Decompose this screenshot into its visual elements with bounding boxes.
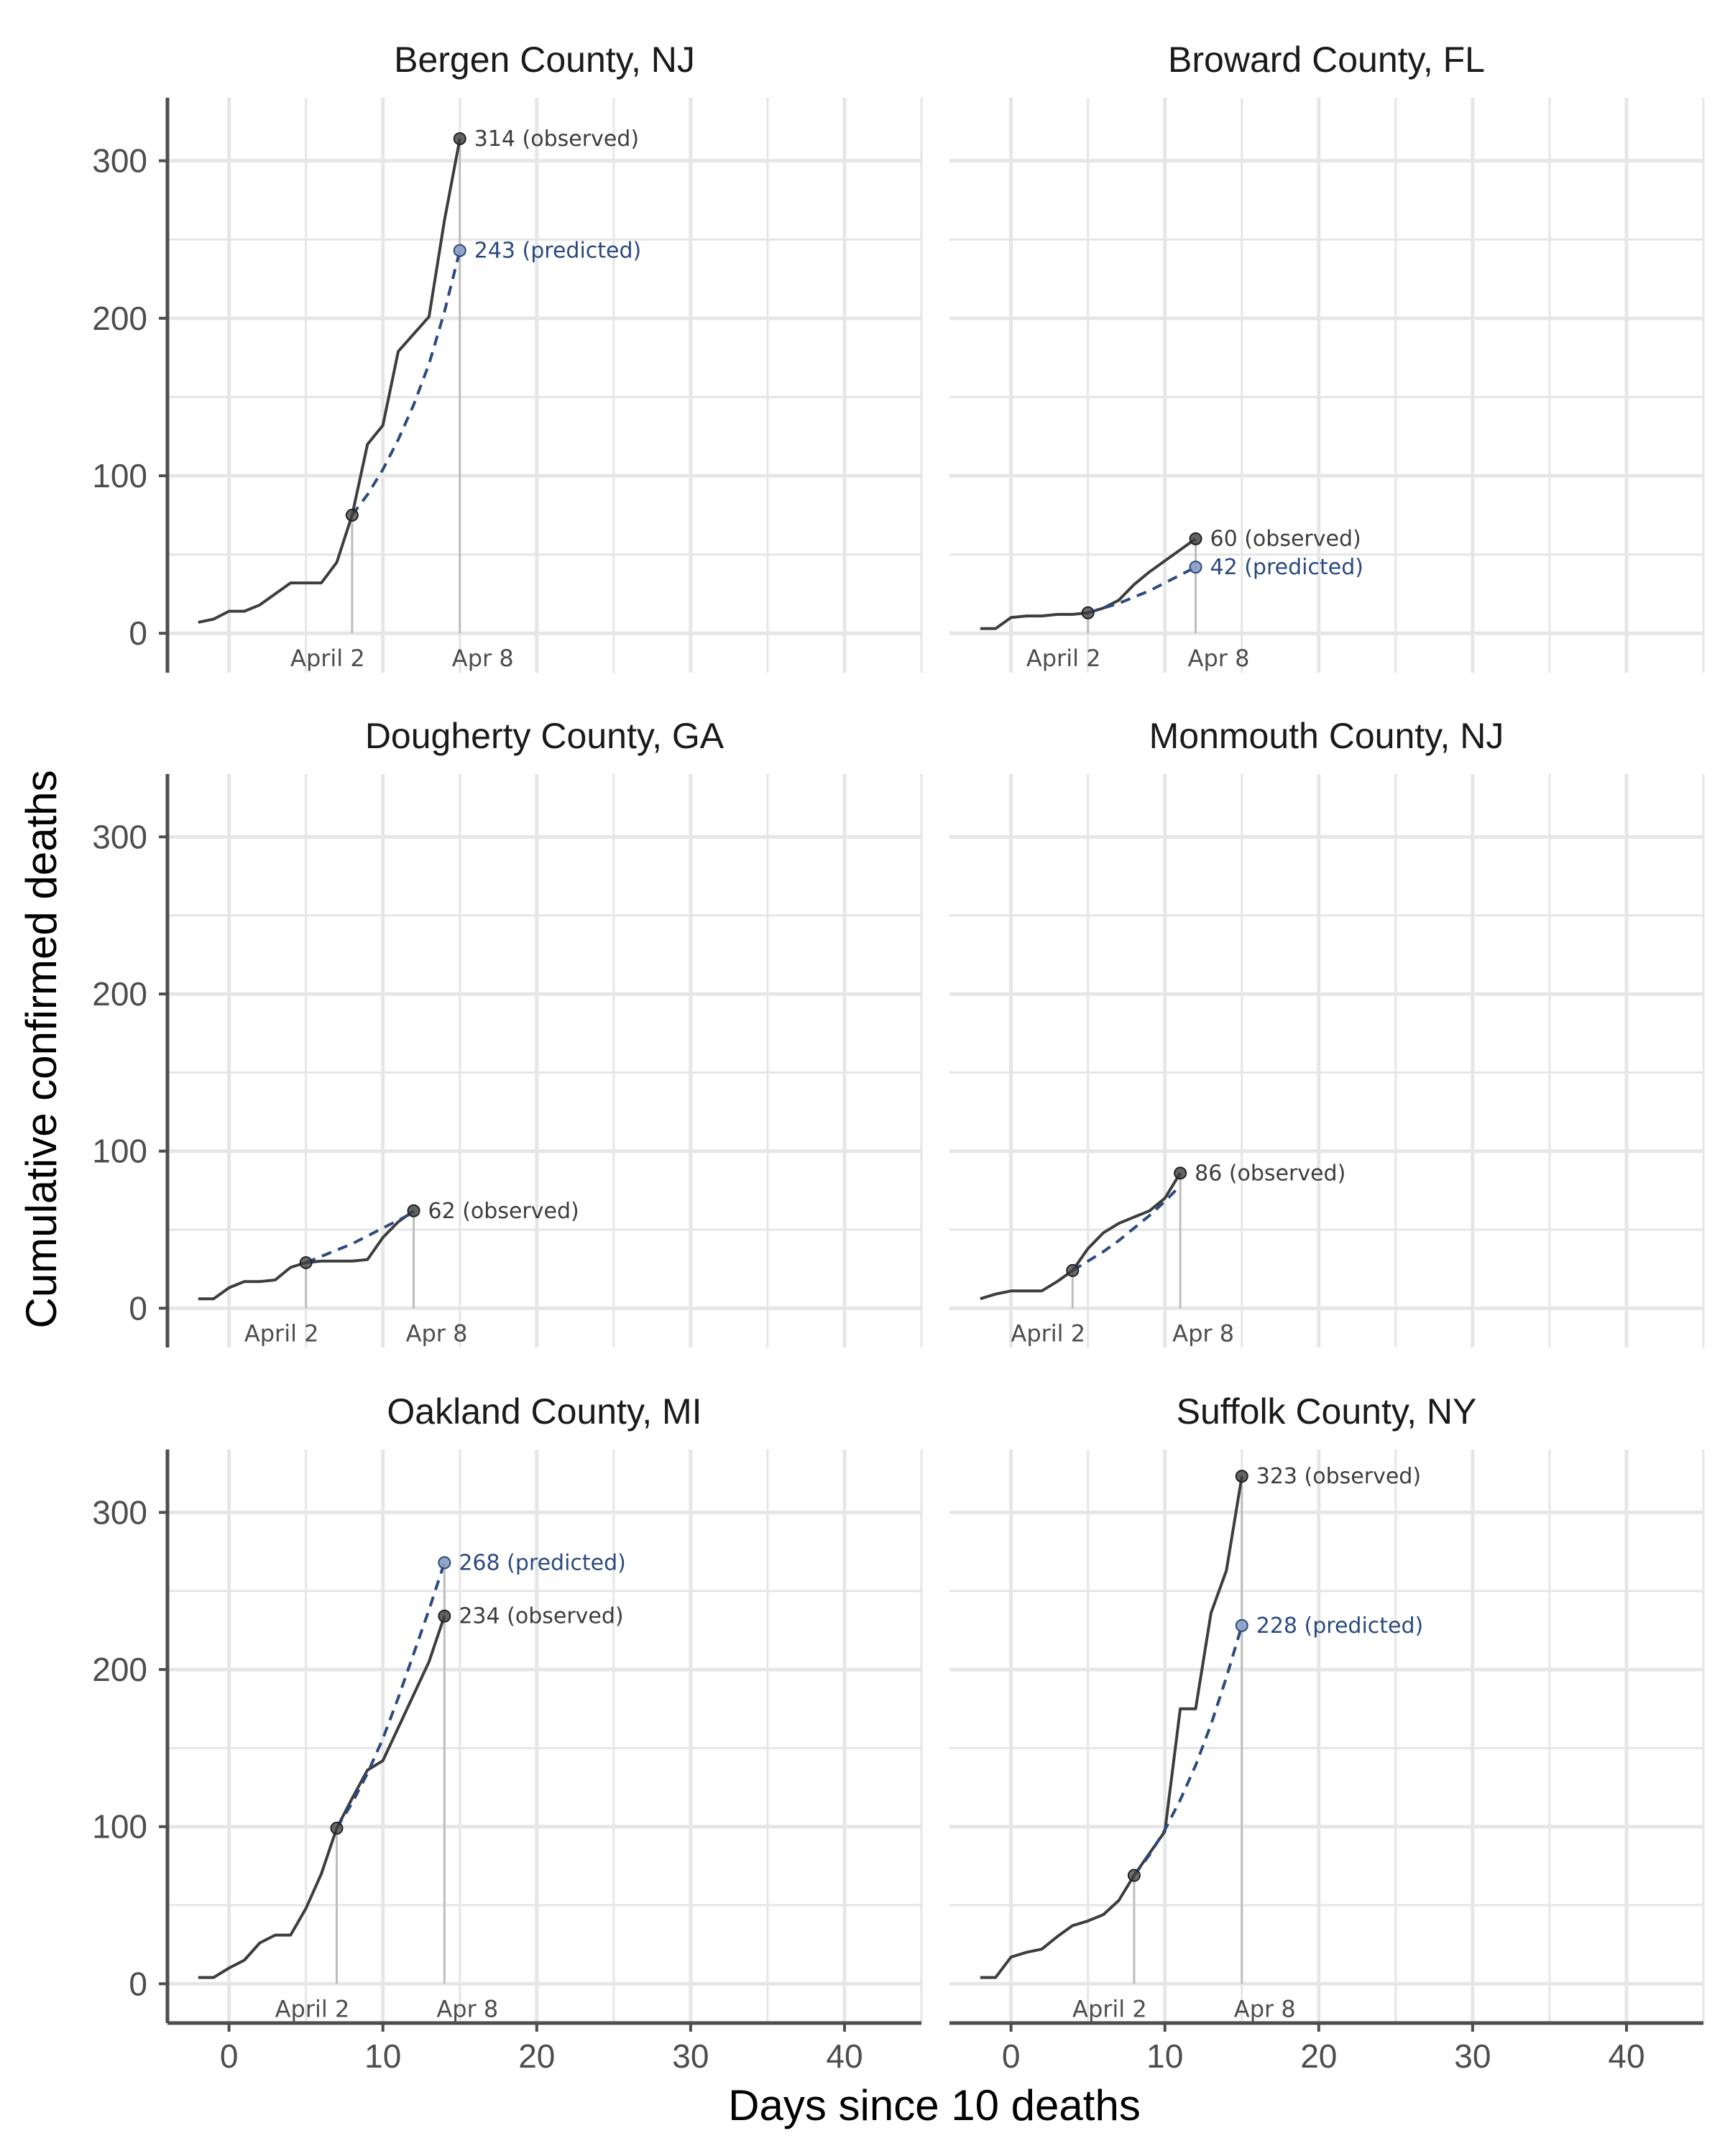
x-tick-label: 20 — [1300, 2037, 1337, 2075]
gridlines — [167, 774, 923, 1348]
x-tick-label: 0 — [1002, 2037, 1021, 2075]
april2-point — [1127, 1869, 1141, 1882]
apr8-label: Apr 8 — [452, 645, 514, 672]
april2-label: April 2 — [290, 645, 365, 672]
apr8-label: Apr 8 — [406, 1319, 468, 1347]
facet-panel-1: Bergen County, NJ 0 100 200 300 April 2 Apr 8 3… — [92, 40, 923, 673]
april2-point — [299, 1256, 313, 1269]
observed-value-label: 86 (observed) — [1195, 1161, 1346, 1186]
predicted-value-label: 243 (predicted) — [474, 239, 642, 264]
april2-label: April 2 — [1011, 1319, 1085, 1347]
y-tick-label: 300 — [92, 142, 147, 180]
y-tick-label: 100 — [92, 1133, 147, 1170]
y-tick-label: 200 — [92, 975, 147, 1013]
gridlines — [167, 98, 923, 673]
observed-series-line — [198, 138, 461, 624]
facet-title: Broward County, FL — [1168, 40, 1485, 80]
facet-title: Suffolk County, NY — [1177, 1391, 1477, 1432]
facet-panel-3: Dougherty County, GA 0 100 200 300 April 2 Apr… — [92, 716, 923, 1348]
predicted-series-line — [1133, 1625, 1243, 1876]
facet-panel-6: Suffolk County, NY 0 10 20 30 40 April 2 Apr 8 3… — [949, 1391, 1705, 2075]
predicted-series-line — [335, 1562, 446, 1829]
april2-point — [1081, 606, 1095, 619]
april2-point — [1066, 1263, 1080, 1277]
facet-title: Bergen County, NJ — [394, 40, 695, 80]
observed-end-point — [1189, 532, 1202, 545]
april2-point — [330, 1821, 344, 1835]
gridlines — [949, 1450, 1705, 2023]
facet-title: Oakland County, MI — [387, 1391, 702, 1432]
x-tick-label: 10 — [1146, 2037, 1183, 2075]
observed-value-label: 314 (observed) — [474, 126, 639, 152]
observed-end-point — [453, 132, 466, 145]
observed-value-label: 60 (observed) — [1210, 527, 1361, 552]
gridlines — [949, 774, 1705, 1348]
predicted-end-point — [453, 244, 466, 257]
predicted-value-label: 268 (predicted) — [459, 1550, 626, 1575]
x-tick-label: 40 — [1608, 2037, 1644, 2075]
facet-title: Dougherty County, GA — [365, 716, 724, 756]
april2-point — [345, 508, 359, 522]
facet-panel-2: Broward County, FL April 2 Apr 8 60 (observ… — [949, 40, 1705, 673]
observed-end-point — [438, 1609, 451, 1623]
apr8-label: Apr 8 — [1172, 1319, 1234, 1347]
predicted-series-line — [351, 250, 461, 517]
apr8-label: Apr 8 — [1188, 645, 1250, 672]
gridlines — [949, 98, 1705, 673]
predicted-end-point — [1235, 1618, 1248, 1632]
apr8-label: Apr 8 — [436, 1995, 498, 2022]
x-axis-title: Days since 10 deaths — [728, 2081, 1141, 2129]
facet-title: Monmouth County, NJ — [1149, 716, 1504, 756]
observed-value-label: 62 (observed) — [428, 1199, 579, 1224]
gridlines — [167, 1450, 923, 2023]
x-tick-label: 30 — [1454, 2037, 1491, 2075]
predicted-series-line — [1072, 1184, 1182, 1272]
y-tick-label: 0 — [129, 614, 147, 652]
apr8-label: Apr 8 — [1234, 1995, 1296, 2022]
y-axis-title: Cumulative confirmed deaths — [17, 770, 65, 1328]
x-tick-label: 30 — [672, 2037, 709, 2075]
y-tick-label: 0 — [129, 1289, 147, 1327]
predicted-series-line — [1087, 566, 1197, 614]
observed-end-point — [1174, 1166, 1187, 1180]
y-tick-label: 300 — [92, 1493, 147, 1531]
y-tick-label: 100 — [92, 457, 147, 494]
predicted-end-point — [438, 1556, 451, 1570]
y-tick-label: 200 — [92, 300, 147, 337]
predicted-series-line — [305, 1211, 415, 1264]
facet-panel-4: Monmouth County, NJ April 2 Apr 8 86 (obser… — [949, 716, 1705, 1348]
observed-series-line — [980, 1172, 1182, 1301]
facet-panel-5: Oakland County, MI 0 100 200 300 0 10 20 30 40 Apr… — [92, 1391, 923, 2075]
april2-label: April 2 — [1026, 645, 1101, 672]
x-tick-label: 10 — [364, 2037, 401, 2075]
predicted-value-label: 228 (predicted) — [1256, 1613, 1424, 1639]
observed-series-line — [980, 1475, 1243, 1979]
y-tick-label: 300 — [92, 818, 147, 855]
y-tick-label: 200 — [92, 1651, 147, 1688]
observed-end-point — [1235, 1470, 1248, 1483]
april2-label: April 2 — [244, 1319, 319, 1347]
y-tick-label: 0 — [129, 1965, 147, 2002]
predicted-value-label: 42 (predicted) — [1210, 555, 1363, 580]
observed-value-label: 323 (observed) — [1256, 1464, 1421, 1489]
x-tick-label: 40 — [826, 2037, 862, 2075]
observed-value-label: 234 (observed) — [459, 1604, 623, 1629]
y-tick-label: 100 — [92, 1808, 147, 1846]
april2-label: April 2 — [1072, 1995, 1147, 2022]
predicted-end-point — [1189, 561, 1202, 574]
x-tick-label: 0 — [220, 2037, 239, 2075]
x-tick-label: 20 — [518, 2037, 555, 2075]
april2-label: April 2 — [275, 1995, 350, 2022]
observed-series-line — [198, 1616, 446, 1979]
observed-end-point — [407, 1204, 420, 1217]
